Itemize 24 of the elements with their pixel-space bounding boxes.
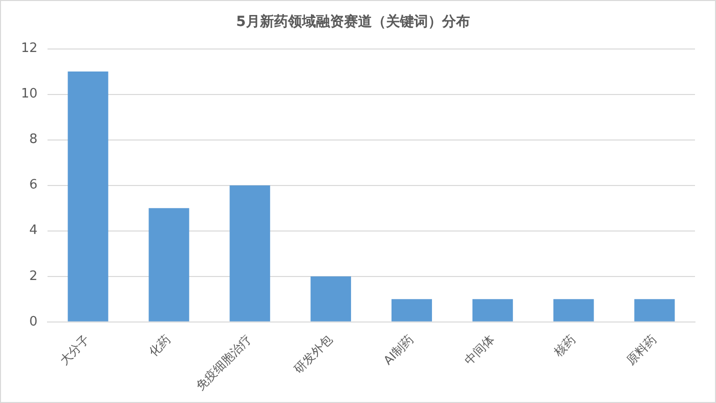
y-tick-label: 10	[20, 86, 38, 102]
bar	[310, 276, 352, 322]
y-tick-label: 2	[29, 268, 38, 284]
y-tick-label: 0	[29, 314, 38, 330]
y-tick-label: 6	[29, 178, 38, 193]
x-tick-label: 中间体	[462, 332, 497, 368]
x-tick-label: 原料药	[624, 332, 659, 368]
bar	[148, 208, 190, 322]
x-tick-label: 研发外包	[291, 332, 336, 376]
y-tick-label: 12	[20, 41, 38, 56]
bar	[472, 299, 513, 322]
x-tick-label: AI制药	[380, 332, 416, 368]
bar	[553, 299, 594, 322]
bar	[230, 185, 270, 322]
x-tick-label: 大分子	[56, 332, 92, 368]
bar	[392, 299, 432, 322]
y-tick-label: 8	[29, 132, 38, 148]
x-tick-label: 化药	[146, 332, 174, 360]
bar	[68, 72, 108, 322]
chart-title: 5月新药领域融资赛道（关键词）分布	[236, 13, 470, 30]
bar	[634, 299, 675, 322]
y-tick-label: 4	[29, 223, 38, 238]
x-tick-label: 免疫细胞治疗	[193, 332, 254, 394]
x-tick-label: 核药	[550, 332, 578, 360]
